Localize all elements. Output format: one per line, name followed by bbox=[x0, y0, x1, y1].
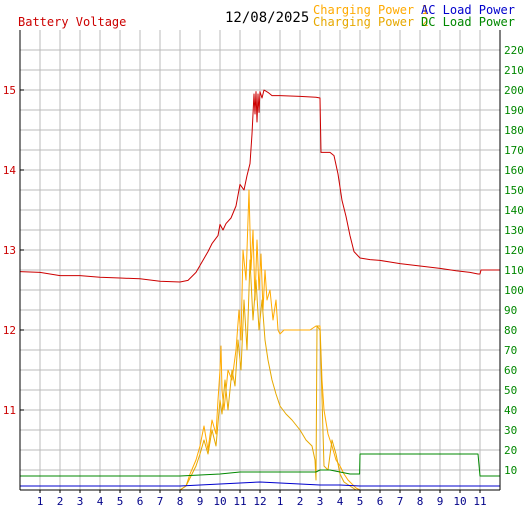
right-axis-tick-label: 90 bbox=[504, 304, 517, 317]
right-axis-tick-label: 150 bbox=[504, 184, 524, 197]
series-line-dc-load-power bbox=[20, 453, 500, 477]
right-axis-tick-label: 160 bbox=[504, 164, 524, 177]
right-axis-tick-label: 140 bbox=[504, 204, 524, 217]
x-axis-tick-label: 9 bbox=[437, 495, 444, 508]
grid bbox=[20, 30, 500, 490]
right-axis-tick-label: 50 bbox=[504, 384, 517, 397]
left-axis-tick-label: 11 bbox=[3, 404, 16, 417]
right-axis-tick-label: 110 bbox=[504, 264, 524, 277]
legend-dc-load-power: DC Load Power bbox=[421, 15, 515, 29]
x-axis-tick-label: 6 bbox=[137, 495, 144, 508]
right-axis-tick-label: 190 bbox=[504, 104, 524, 117]
series-line-charging-power-2 bbox=[179, 259, 357, 491]
x-axis-tick-label: 8 bbox=[177, 495, 184, 508]
x-axis-tick-label: 7 bbox=[397, 495, 404, 508]
x-axis-tick-label: 9 bbox=[197, 495, 204, 508]
right-axis-tick-label: 70 bbox=[504, 344, 517, 357]
right-axis-tick-label: 200 bbox=[504, 84, 524, 97]
x-axis-tick-label: 5 bbox=[117, 495, 124, 508]
x-axis-tick-label: 1 bbox=[37, 495, 44, 508]
right-axis-tick-label: 40 bbox=[504, 404, 517, 417]
series-line-charging-power-1 bbox=[179, 189, 361, 491]
x-axis-tick-label: 3 bbox=[77, 495, 84, 508]
right-axis-tick-label: 220 bbox=[504, 44, 524, 57]
left-axis-tick-label: 13 bbox=[3, 244, 16, 257]
x-axis-tick-label: 11 bbox=[473, 495, 486, 508]
left-axis-tick-label: 12 bbox=[3, 324, 16, 337]
series-line-battery-voltage bbox=[19, 89, 500, 283]
right-axis-tick-label: 210 bbox=[504, 64, 524, 77]
x-axis-tick-label: 4 bbox=[337, 495, 344, 508]
legend-charging-power-1: Charging Power 1 bbox=[313, 3, 429, 17]
x-axis-tick-label: 3 bbox=[317, 495, 324, 508]
battery-voltage-axis-title: Battery Voltage bbox=[18, 15, 127, 29]
series-layer bbox=[19, 89, 500, 491]
left-axis-tick-label: 14 bbox=[3, 164, 17, 177]
legend-ac-load-power: AC Load Power bbox=[421, 3, 515, 17]
axes bbox=[19, 30, 501, 493]
x-axis-tick-label: 12 bbox=[253, 495, 266, 508]
x-axis-tick-label: 2 bbox=[57, 495, 64, 508]
x-axis-tick-label: 5 bbox=[357, 495, 364, 508]
x-axis-tick-label: 10 bbox=[213, 495, 226, 508]
x-axis-tick-label: 7 bbox=[157, 495, 164, 508]
x-axis-tick-label: 10 bbox=[453, 495, 466, 508]
right-axis-tick-label: 170 bbox=[504, 144, 524, 157]
x-axis-tick-label: 8 bbox=[417, 495, 424, 508]
right-axis-tick-label: 80 bbox=[504, 324, 517, 337]
right-axis-tick-label: 130 bbox=[504, 224, 524, 237]
right-axis-tick-label: 30 bbox=[504, 424, 517, 437]
left-axis-tick-label: 15 bbox=[3, 84, 16, 97]
right-axis-tick-label: 60 bbox=[504, 364, 517, 377]
tick-labels: 1112131415102030405060708090100110120130… bbox=[3, 44, 524, 508]
x-axis-tick-label: 6 bbox=[377, 495, 384, 508]
chart-date: 12/08/2025 bbox=[225, 10, 310, 26]
right-axis-tick-label: 120 bbox=[504, 244, 524, 257]
series-line-ac-load-power bbox=[20, 481, 500, 487]
x-axis-tick-label: 11 bbox=[233, 495, 246, 508]
right-axis-tick-label: 20 bbox=[504, 444, 517, 457]
right-axis-tick-label: 100 bbox=[504, 284, 524, 297]
x-axis-tick-label: 4 bbox=[97, 495, 104, 508]
legend-charging-power-2: Charging Power 2 bbox=[313, 15, 429, 29]
right-axis-tick-label: 180 bbox=[504, 124, 524, 137]
right-axis-tick-label: 10 bbox=[504, 464, 517, 477]
x-axis-tick-label: 2 bbox=[297, 495, 304, 508]
x-axis-tick-label: 1 bbox=[277, 495, 284, 508]
